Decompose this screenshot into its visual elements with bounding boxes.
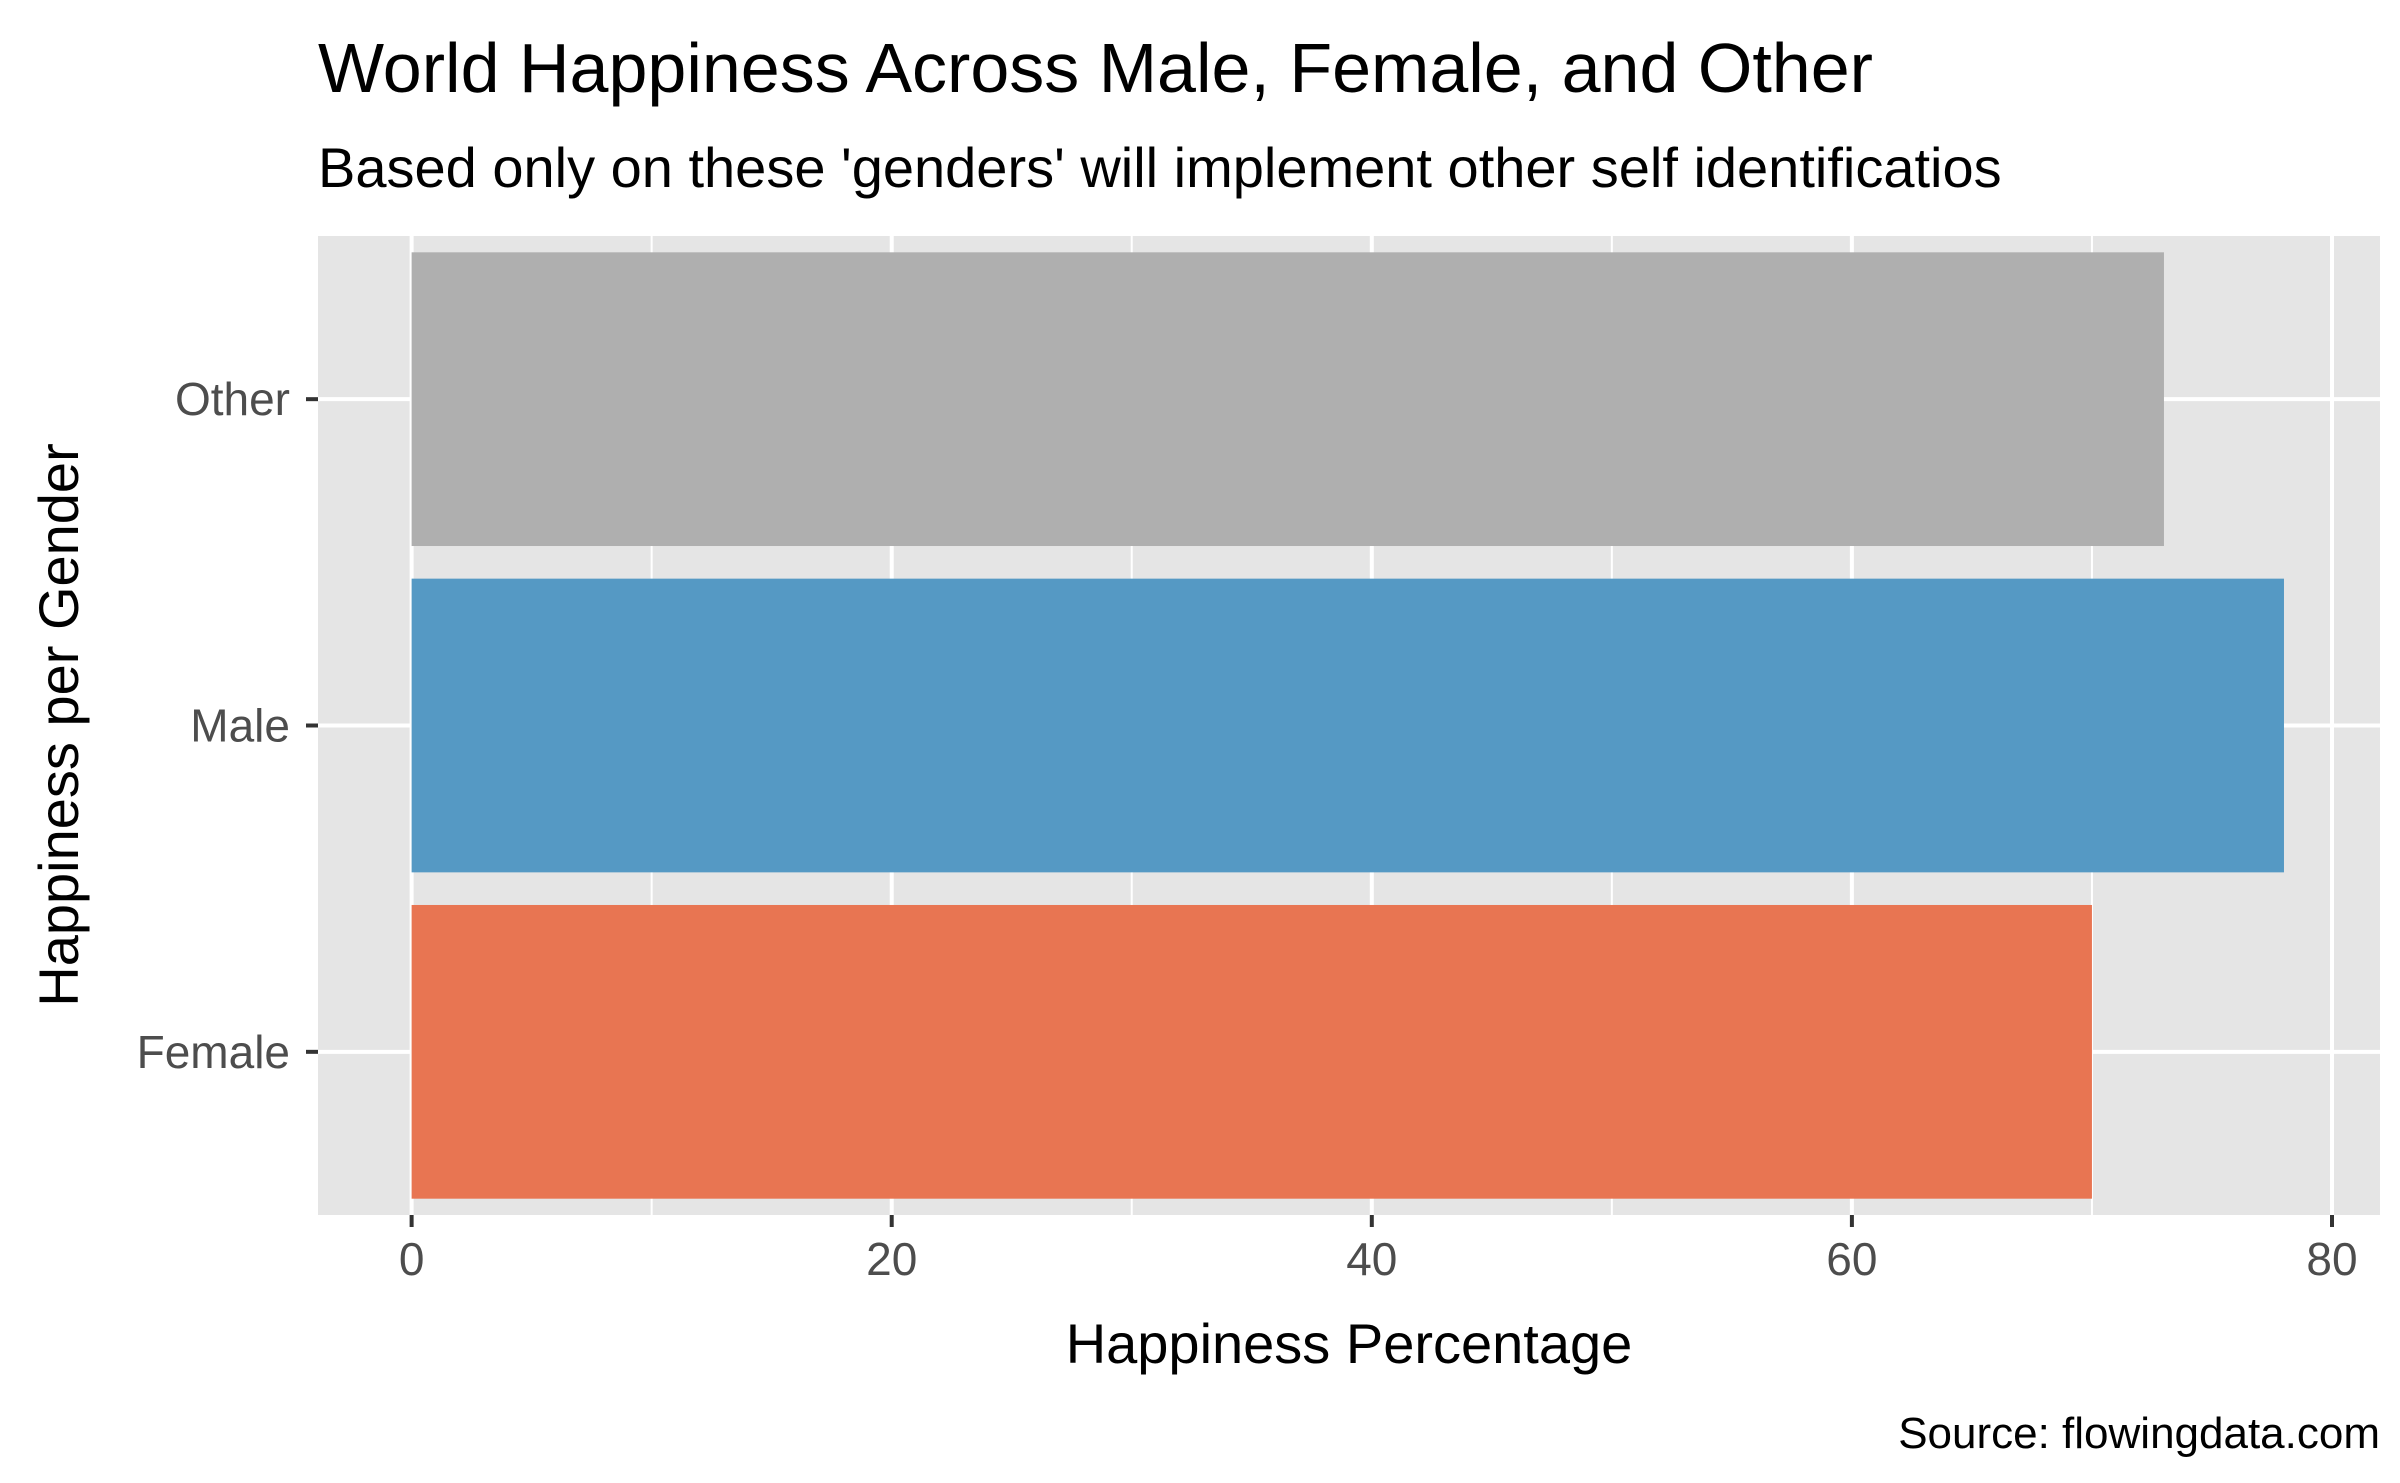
x-tick-label: 40 [1346, 1233, 1397, 1285]
x-tick-label: 20 [866, 1233, 917, 1285]
x-tick-label: 80 [2306, 1233, 2357, 1285]
y-axis: Female Male Other [137, 373, 318, 1078]
y-tick-label: Female [137, 1026, 290, 1078]
y-axis-title: Happiness per Gender [27, 443, 90, 1006]
x-axis-title: Happiness Percentage [1066, 1312, 1633, 1375]
bar-female [411, 904, 2092, 1199]
x-axis: 0 20 40 60 80 [399, 1215, 2358, 1285]
bar-other [411, 252, 2164, 547]
x-tick-label: 60 [1826, 1233, 1877, 1285]
chart-subtitle: Based only on these 'genders' will imple… [318, 136, 2002, 199]
source-caption: Source: flowingdata.com [1898, 1409, 2380, 1458]
y-tick-label: Male [190, 700, 290, 752]
bar-male [411, 578, 2284, 873]
y-tick-label: Other [175, 373, 290, 425]
chart-title: World Happiness Across Male, Female, and… [318, 29, 1873, 107]
x-tick-label: 0 [399, 1233, 425, 1285]
bars [411, 252, 2284, 1199]
